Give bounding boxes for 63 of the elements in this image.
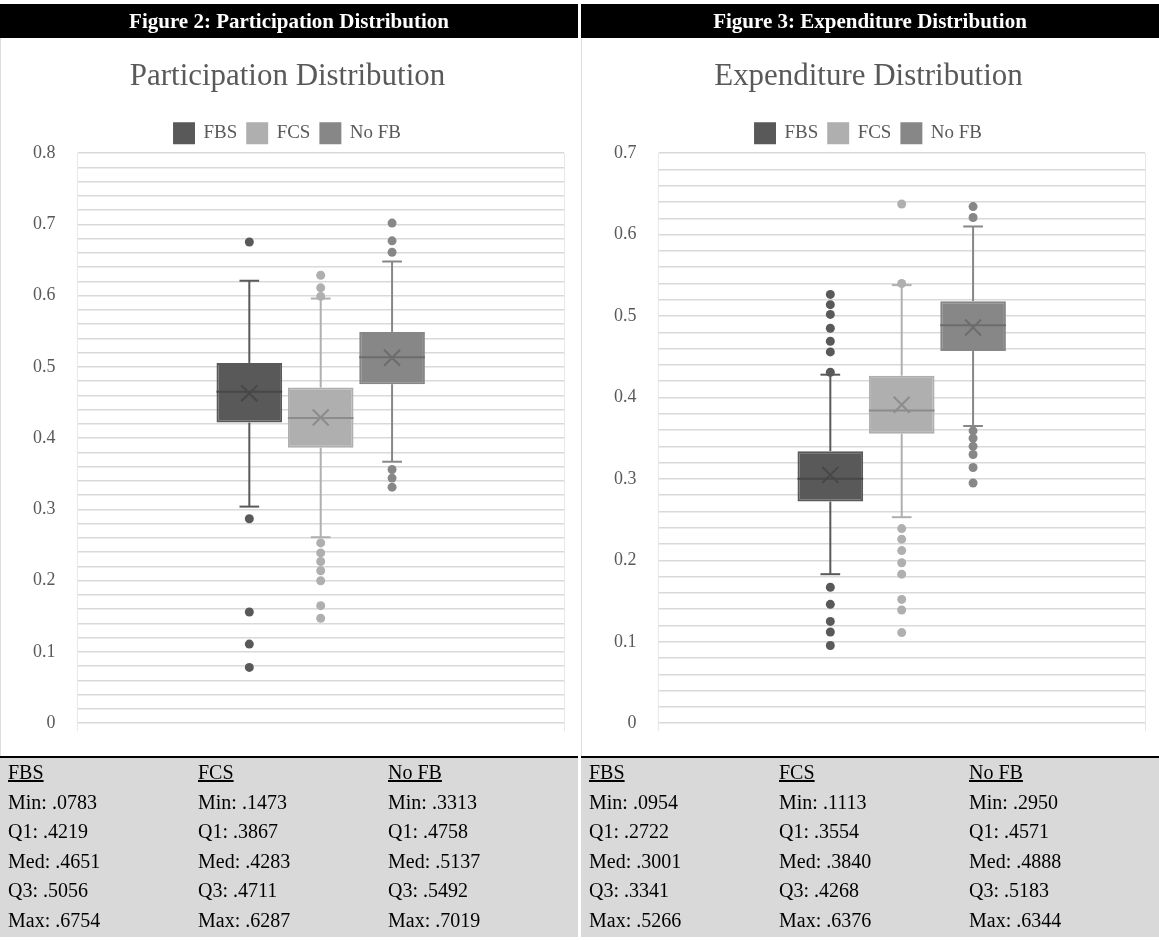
y-tick-label: 0.1 xyxy=(32,640,56,661)
text: Max: .6344 xyxy=(969,907,1063,933)
text: Min: .0783 xyxy=(8,789,98,815)
y-tick-label: 0.2 xyxy=(613,549,637,570)
y-tick-label: 0 xyxy=(627,711,637,732)
y-tick-label: 0.4 xyxy=(32,426,56,447)
legend-label: No FB xyxy=(349,121,401,143)
text: Q3: .4711 xyxy=(198,878,279,903)
y-tick-label: 0.4 xyxy=(613,386,637,407)
text: Q3: .5056 xyxy=(8,878,89,903)
text: Q3: .5492 xyxy=(388,878,469,903)
text: Min: .3313 xyxy=(388,789,478,815)
legend-label: No FB xyxy=(930,121,982,143)
text: Max: .7019 xyxy=(388,907,482,933)
text: Q3: .5183 xyxy=(969,878,1050,903)
text: Min: .0954 xyxy=(589,789,679,815)
legend-label: FCS xyxy=(276,121,311,143)
legend-label: FBS xyxy=(784,121,819,143)
y-tick-label: 0.3 xyxy=(32,498,56,519)
y-tick-label: 0.5 xyxy=(32,355,56,376)
text: Med: .3001 xyxy=(589,848,683,874)
y-tick-label: 0.5 xyxy=(613,304,637,325)
y-tick-label: 0.1 xyxy=(613,630,637,651)
legend-label: FCS xyxy=(857,121,892,143)
text: FCS xyxy=(779,760,816,785)
text: Q1: .4571 xyxy=(969,819,1050,844)
chart-title: Participation Distribution xyxy=(129,56,446,92)
text: Med: .4283 xyxy=(198,848,292,874)
text: Q3: .4268 xyxy=(779,878,860,903)
text: Q1: .4758 xyxy=(388,819,469,844)
y-tick-label: 0.7 xyxy=(32,213,56,234)
text: Med: .5137 xyxy=(388,848,482,874)
text: No FB xyxy=(388,760,443,785)
legend-label: FBS xyxy=(203,121,238,143)
text: Max: .5266 xyxy=(589,907,683,933)
y-tick-label: 0 xyxy=(46,711,56,732)
text: Med: .4888 xyxy=(969,848,1063,874)
chart-title: Expenditure Distribution xyxy=(714,56,1024,92)
text: Med: .4651 xyxy=(8,848,102,874)
text: Q1: .3554 xyxy=(779,819,860,844)
text: Q1: .4219 xyxy=(8,819,89,844)
text: Max: .6754 xyxy=(8,907,102,933)
text: FCS xyxy=(198,760,235,785)
y-tick-label: 0.3 xyxy=(613,467,637,488)
text: Q1: .3867 xyxy=(198,819,279,844)
text: Med: .3840 xyxy=(779,848,873,874)
caption: Figure 3: Expenditure Distribution xyxy=(581,4,1159,38)
y-tick-label: 0.7 xyxy=(613,141,637,162)
text: Min: .1473 xyxy=(198,789,288,815)
text: Max: .6287 xyxy=(198,907,292,933)
text: No FB xyxy=(969,760,1024,785)
text: Max: .6376 xyxy=(779,907,873,933)
text: FBS xyxy=(589,760,626,785)
caption: Figure 2: Participation Distribution xyxy=(0,4,578,38)
text: Min: .1113 xyxy=(779,789,868,815)
text: Q1: .2722 xyxy=(589,819,670,844)
y-tick-label: 0.6 xyxy=(32,284,56,305)
y-tick-label: 0.2 xyxy=(32,569,56,590)
text: FBS xyxy=(8,760,45,785)
y-tick-label: 0.8 xyxy=(32,141,56,162)
y-tick-label: 0.6 xyxy=(613,223,637,244)
text: Min: .2950 xyxy=(969,789,1059,815)
text: Q3: .3341 xyxy=(589,878,670,903)
